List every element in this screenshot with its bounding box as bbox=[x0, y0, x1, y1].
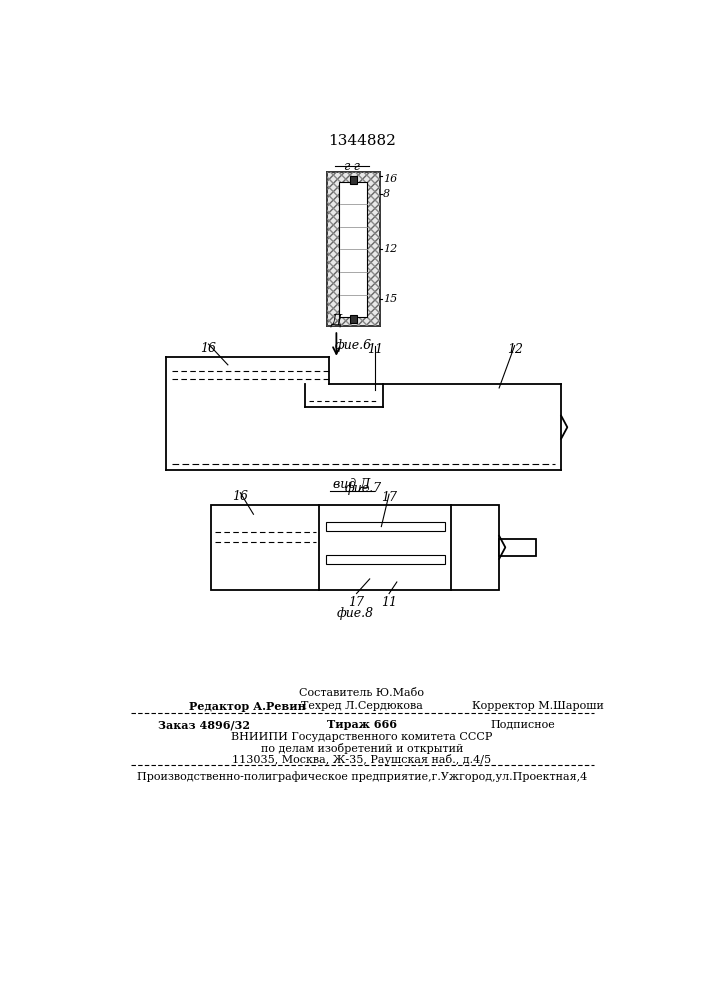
Text: Тираж 666: Тираж 666 bbox=[327, 719, 397, 730]
Text: 15: 15 bbox=[383, 294, 397, 304]
Text: Техред Л.Сердюкова: Техред Л.Сердюкова bbox=[301, 701, 423, 711]
Text: 16: 16 bbox=[233, 490, 248, 503]
Bar bbox=[339, 182, 368, 317]
Text: ВНИИПИ Государственного комитета СССР: ВНИИПИ Государственного комитета СССР bbox=[231, 732, 493, 742]
Bar bbox=[211, 505, 499, 590]
Text: 8: 8 bbox=[383, 189, 390, 199]
Text: по делам изобретений и открытий: по делам изобретений и открытий bbox=[261, 743, 463, 754]
Text: Редактор А.Ревин: Редактор А.Ревин bbox=[189, 701, 306, 712]
Bar bbox=[349, 315, 357, 323]
Text: Составитель Ю.Мабо: Составитель Ю.Мабо bbox=[300, 688, 424, 698]
Bar bbox=[327, 172, 380, 326]
Text: 12: 12 bbox=[507, 343, 522, 356]
Text: Производственно-полиграфическое предприятие,г.Ужгород,ул.Проектная,4: Производственно-полиграфическое предприя… bbox=[137, 771, 587, 782]
Text: 12: 12 bbox=[383, 244, 397, 254]
Text: вид Д: вид Д bbox=[333, 478, 370, 491]
Text: 1344882: 1344882 bbox=[328, 134, 396, 148]
Text: 113035, Москва, Ж-35, Раушская наб., д.4/5: 113035, Москва, Ж-35, Раушская наб., д.4… bbox=[233, 754, 491, 765]
Text: 16: 16 bbox=[383, 174, 397, 184]
Text: Корректор М.Шароши: Корректор М.Шароши bbox=[472, 701, 604, 711]
Text: Заказ 4896/32: Заказ 4896/32 bbox=[158, 719, 250, 730]
Bar bbox=[325, 522, 445, 531]
Bar bbox=[499, 539, 537, 556]
Text: 17: 17 bbox=[381, 491, 397, 504]
Text: г-г: г-г bbox=[344, 160, 361, 173]
Text: фие.6: фие.6 bbox=[335, 339, 372, 352]
Text: 17: 17 bbox=[349, 596, 365, 609]
Text: 11: 11 bbox=[381, 596, 397, 609]
Text: Д: Д bbox=[331, 314, 342, 328]
Text: фие.7: фие.7 bbox=[345, 482, 382, 495]
Text: 16: 16 bbox=[201, 342, 216, 355]
Text: 11: 11 bbox=[367, 343, 383, 356]
Bar bbox=[325, 555, 445, 564]
Text: фие.8: фие.8 bbox=[337, 607, 373, 620]
Bar bbox=[349, 176, 357, 184]
Bar bbox=[327, 172, 380, 326]
Bar bbox=[327, 172, 380, 326]
Text: Подписное: Подписное bbox=[490, 719, 555, 729]
